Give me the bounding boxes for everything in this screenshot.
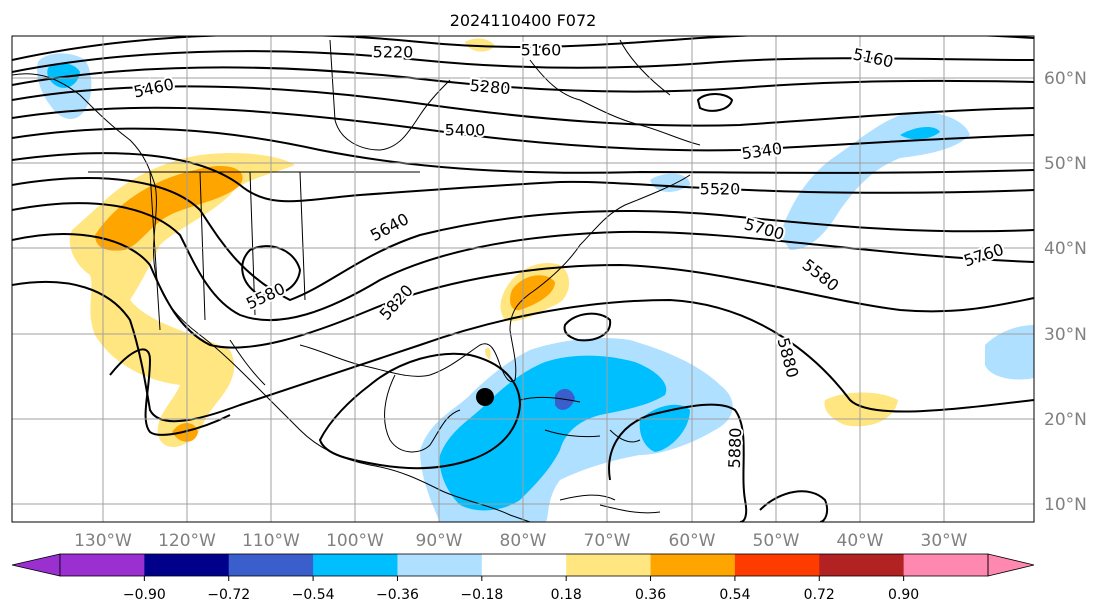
colorbar-max-extension (987, 553, 1035, 577)
longitude-label: 30°W (921, 531, 968, 551)
longitude-label: 130°W (74, 531, 132, 551)
latitude-label: 50°N (1044, 154, 1087, 174)
colorbar-tick-label: 0.18 (551, 587, 582, 603)
map-border (11, 35, 1035, 523)
colorbar-swatch (819, 554, 905, 576)
latitude-label: 60°N (1044, 69, 1087, 89)
contour-label: 5220 (373, 43, 414, 62)
colorbar-tick-label: 0.36 (635, 587, 666, 603)
latitude-label: 20°N (1044, 410, 1087, 430)
anomaly-shading (37, 38, 1034, 522)
colorbar-tick-label: −0.72 (207, 587, 250, 603)
colorbar-swatch (903, 554, 989, 576)
colorbar-swatch (144, 554, 230, 576)
colorbar-swatch (228, 554, 314, 576)
colorbar-swatch (397, 554, 483, 576)
colorbar-tick-label: −0.90 (123, 587, 166, 603)
colorbar-swatch (60, 554, 145, 576)
longitude-labels: 130°W 120°W 110°W 100°W 90°W 80°W 70°W 60°W 50°W… (74, 531, 968, 551)
longitude-label: 120°W (158, 531, 216, 551)
longitude-label: 110°W (242, 531, 300, 551)
contour-label: 5280 (469, 76, 511, 98)
graticule (12, 36, 1034, 522)
colorbar-tick-label: 0.90 (888, 587, 919, 603)
colorbar-tick-labels: −0.90 −0.72 −0.54 −0.36 −0.18 0.18 0.36 0.54 0.7… (123, 587, 919, 603)
latitude-label: 40°N (1044, 239, 1087, 259)
colorbar-swatch (650, 554, 736, 576)
map-panel (12, 36, 1034, 522)
strong-positive-anomaly-region (95, 165, 243, 251)
colorbar-tick-label: −0.18 (460, 587, 503, 603)
coastlines (12, 39, 701, 522)
storm-center-marker (476, 388, 494, 406)
colorbar-swatch (566, 554, 652, 576)
latitude-label: 10°N (1044, 495, 1087, 515)
longitude-label: 40°W (837, 531, 884, 551)
contour-label: 5880 (725, 427, 745, 468)
contour-label: 5340 (740, 139, 783, 163)
chart-title: 2024110400 F072 (450, 11, 597, 30)
colorbar-swatch (313, 554, 398, 576)
colorbar-swatch (481, 554, 567, 576)
colorbar (11, 553, 1035, 581)
latitude-labels: 60°N 50°N 40°N 30°N 20°N 10°N (1044, 69, 1087, 515)
contour-label: 5400 (445, 121, 486, 140)
longitude-label: 70°W (584, 531, 631, 551)
longitude-label: 60°W (669, 531, 716, 551)
latitude-label: 30°N (1044, 325, 1087, 345)
colorbar-swatch (734, 554, 820, 576)
contour-label: 5160 (521, 41, 562, 60)
colorbar-tick-label: −0.36 (376, 587, 419, 603)
contour-label: 5520 (700, 180, 741, 199)
longitude-label: 80°W (500, 531, 547, 551)
colorbar-tick-label: −0.54 (292, 587, 335, 603)
colorbar-tick-label: 0.72 (804, 587, 835, 603)
height-contours (12, 36, 1034, 522)
longitude-label: 50°W (753, 531, 800, 551)
colorbar-tick-label: 0.54 (719, 587, 750, 603)
colorbar-min-extension (11, 553, 61, 577)
longitude-label: 100°W (326, 531, 384, 551)
longitude-label: 90°W (416, 531, 463, 551)
